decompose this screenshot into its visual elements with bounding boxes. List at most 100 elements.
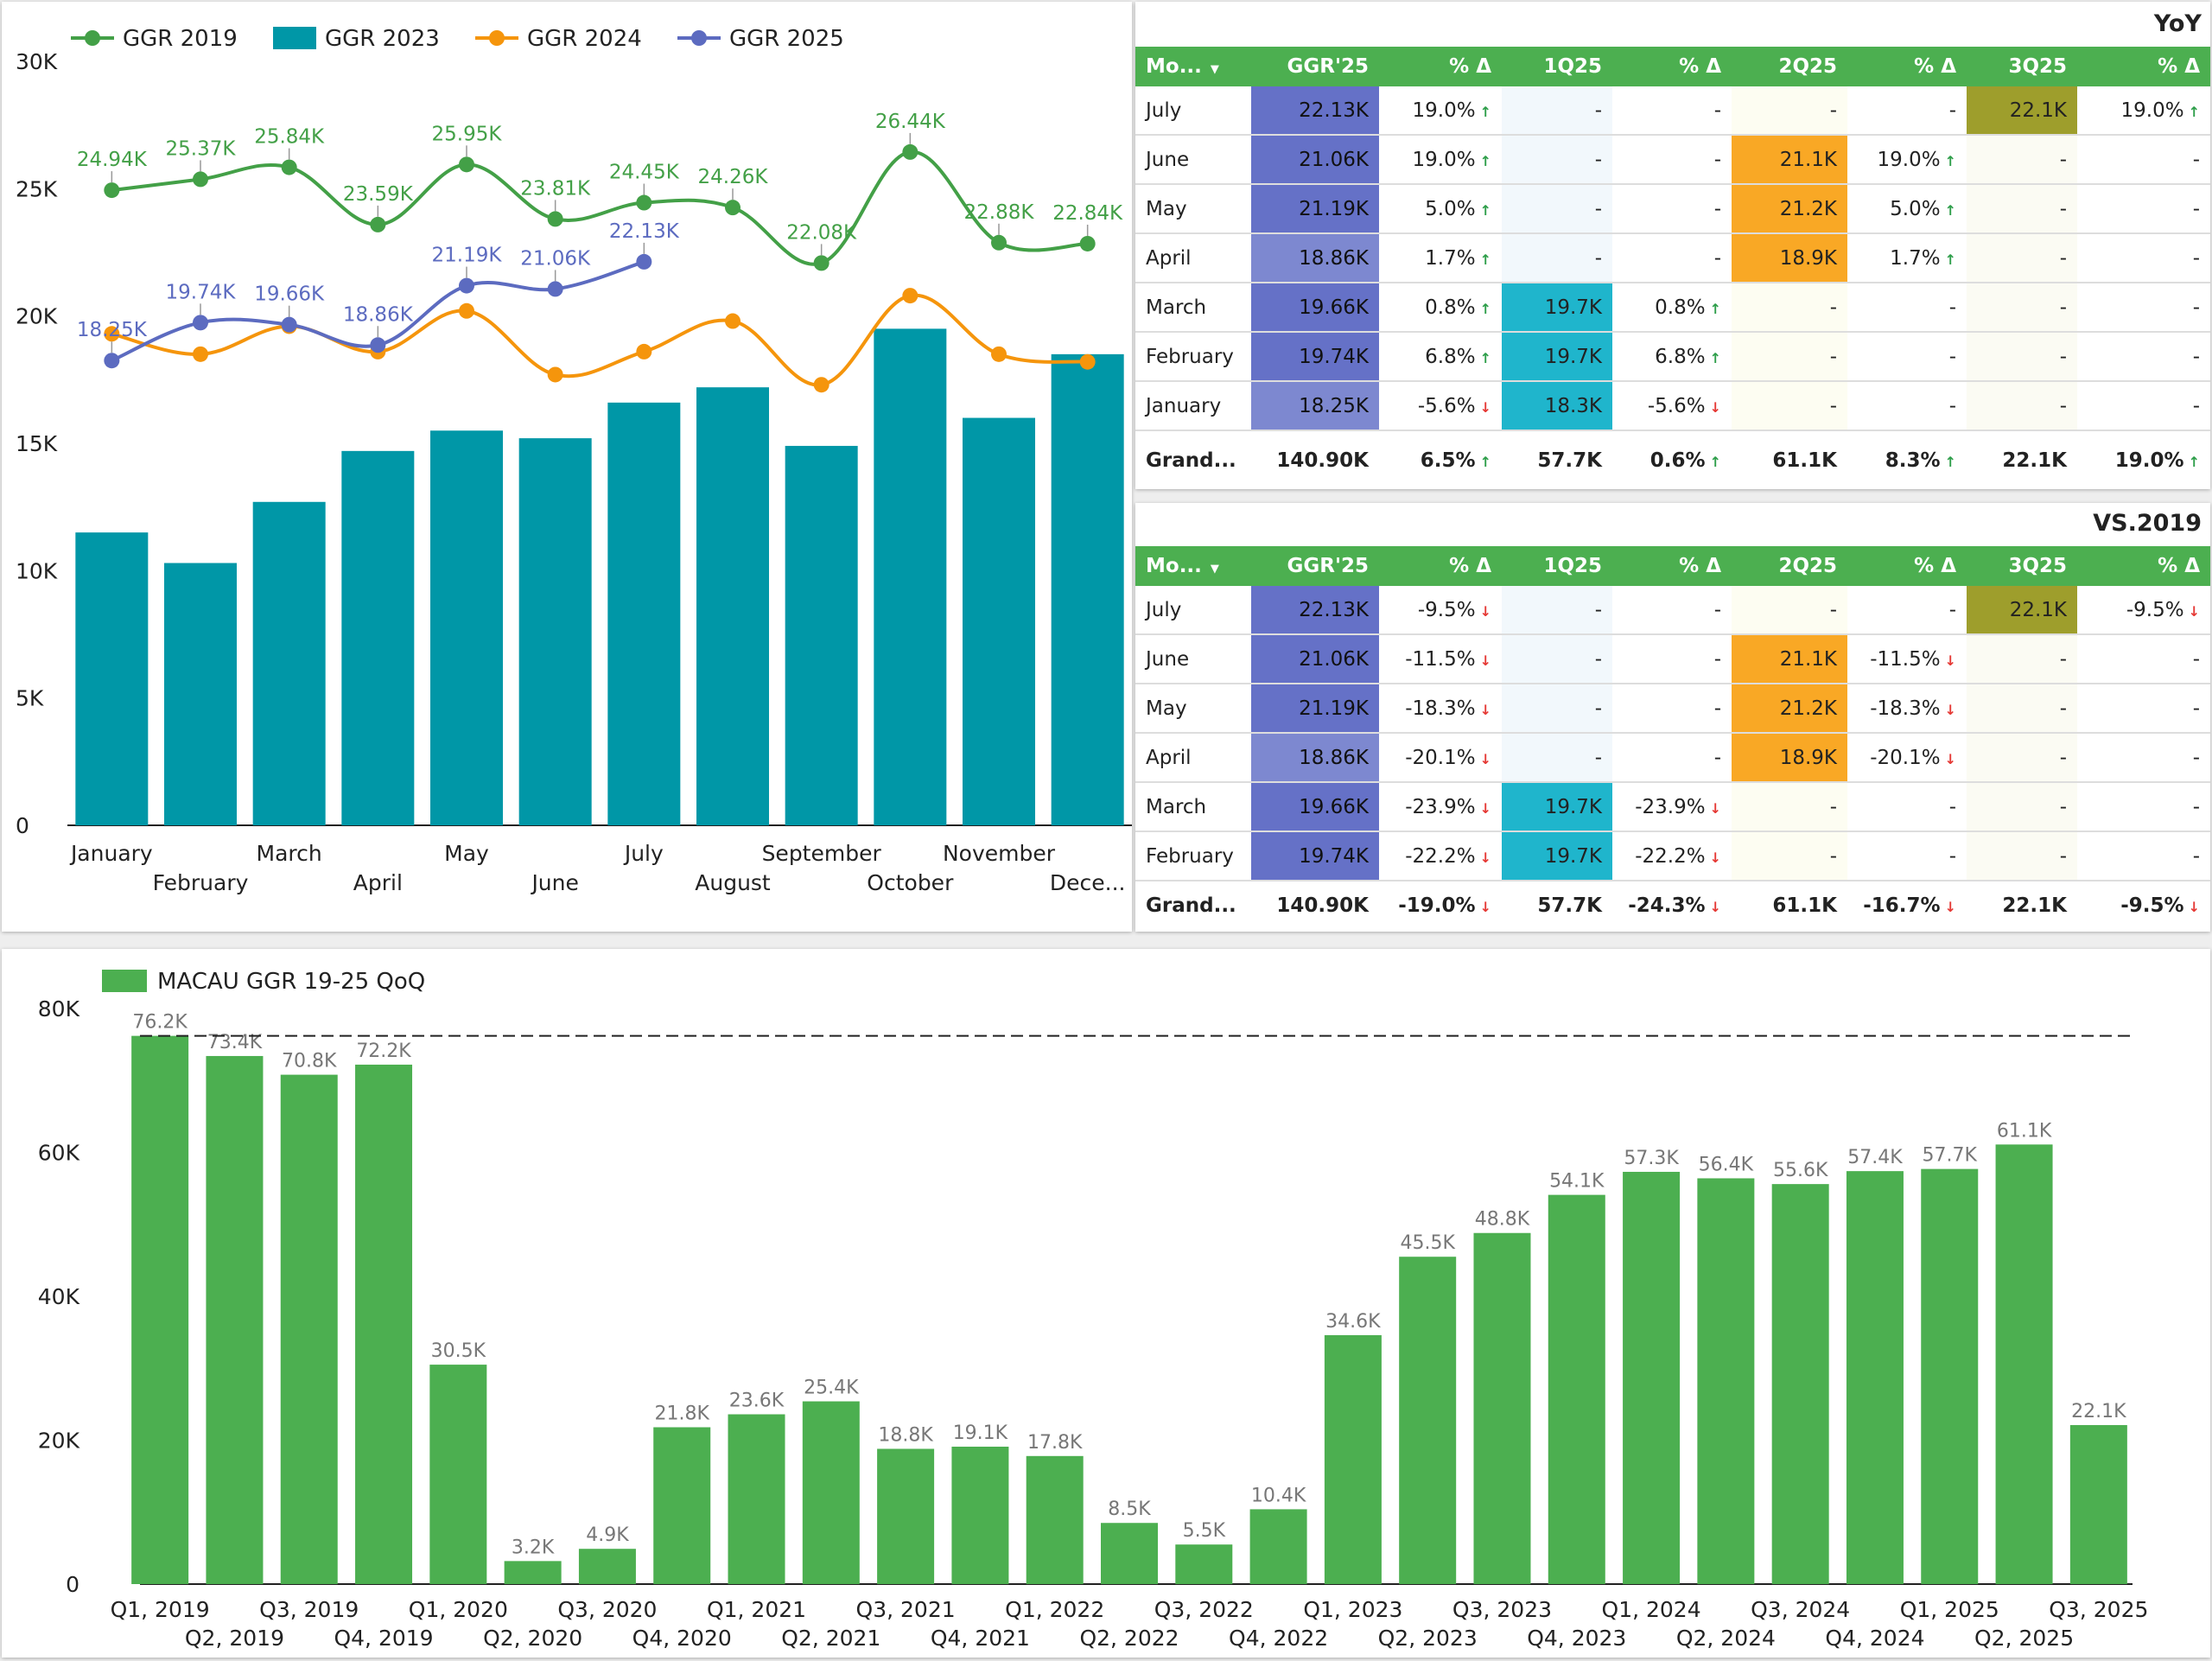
x-axis-category-label: Q4, 2022 bbox=[1229, 1626, 1328, 1651]
y-axis-tick-label: 30K bbox=[16, 49, 58, 74]
bar-quarterly-ggr bbox=[1026, 1455, 1084, 1584]
yoy-col-header: % Δ bbox=[1612, 47, 1732, 86]
legend-swatch-dot bbox=[489, 30, 505, 46]
bar-quarterly-ggr bbox=[1175, 1544, 1233, 1584]
yoy-cell: - bbox=[2077, 233, 2210, 283]
point-ggr-2019 bbox=[547, 211, 563, 227]
vs2019-cell: Grand... bbox=[1146, 894, 1236, 917]
sort-chevron-icon[interactable]: ▼ bbox=[1210, 563, 1219, 576]
data-label-ggr-2025: 18.25K bbox=[77, 319, 148, 341]
arrow-up-icon: ↑ bbox=[1479, 454, 1491, 470]
vs2019-cell: - bbox=[2077, 782, 2210, 832]
vs2019-row: April 18.86K -20.1% ↓ - -18.9K -20.1% ↓ - - bbox=[1135, 733, 2210, 783]
x-axis-category-label: Q2, 2022 bbox=[1079, 1626, 1179, 1651]
vs2019-row: July 22.13K -9.5% ↓ - - - -22.1K -9.5% ↓ bbox=[1135, 586, 2210, 635]
x-axis-category-label: Q4, 2023 bbox=[1527, 1626, 1626, 1651]
yoy-col-header: % Δ bbox=[1379, 47, 1502, 86]
vs2019-cell: - bbox=[1612, 684, 1732, 734]
point-ggr-2025 bbox=[459, 277, 474, 294]
vs2019-col-header[interactable]: Mo... ▼ bbox=[1135, 546, 1251, 586]
yoy-cell: 22.13K bbox=[1251, 86, 1379, 136]
vs2019-cell: - bbox=[1967, 733, 2077, 783]
x-axis-category-label: Q1, 2021 bbox=[707, 1597, 806, 1622]
arrow-up-icon: ↑ bbox=[1709, 349, 1721, 366]
column-header-label: Mo... bbox=[1146, 55, 1202, 78]
yoy-col-header[interactable]: Mo... ▼ bbox=[1135, 47, 1251, 86]
arrow-up-icon: ↑ bbox=[1944, 454, 1956, 470]
arrow-up-icon: ↑ bbox=[1479, 152, 1491, 169]
bar-quarterly-ggr bbox=[1399, 1257, 1457, 1584]
arrow-up-icon: ↑ bbox=[1944, 251, 1956, 268]
vs2019-cell: 57.7K bbox=[1537, 894, 1602, 917]
yoy-cell: 19.0% ↑ bbox=[2114, 449, 2200, 472]
data-label-ggr-2019: 25.95K bbox=[432, 123, 503, 145]
yoy-cell: - bbox=[1502, 135, 1612, 185]
yoy-cell: 19.66K bbox=[1251, 283, 1379, 333]
yoy-cell: 1.7% ↑ bbox=[1379, 233, 1502, 283]
bar-data-label: 30.5K bbox=[431, 1340, 486, 1362]
vs2019-cell: May bbox=[1135, 684, 1251, 734]
sort-chevron-icon[interactable]: ▼ bbox=[1210, 63, 1219, 76]
point-ggr-2024 bbox=[1079, 353, 1096, 370]
bar-data-label: 8.5K bbox=[1108, 1499, 1151, 1520]
line-ggr-2019 bbox=[111, 150, 1088, 266]
bar-quarterly-ggr bbox=[1995, 1144, 2053, 1584]
bar-data-label: 57.4K bbox=[1847, 1147, 1903, 1168]
data-label-ggr-2025: 21.19K bbox=[432, 245, 503, 267]
bar-quarterly-ggr bbox=[504, 1561, 562, 1584]
bar-quarterly-ggr bbox=[1921, 1168, 1979, 1584]
vs2019-col-header: 2Q25 bbox=[1732, 546, 1847, 586]
x-axis-category-label: Q3, 2020 bbox=[557, 1597, 657, 1622]
vs2019-cell: - bbox=[1612, 733, 1732, 783]
point-ggr-2024 bbox=[991, 346, 1007, 362]
vs2019-cell: 22.13K bbox=[1251, 586, 1379, 635]
yoy-cell: 0.6% ↑ bbox=[1649, 449, 1721, 472]
vs2019-cell: 21.19K bbox=[1251, 684, 1379, 734]
monthly-ggr-chart-panel: 0 5K 10K 15K 20K 25K 30K January February March Ap… bbox=[2, 2, 1132, 932]
vs2019-cell: -9.5% ↓ bbox=[2077, 586, 2210, 635]
vs2019-cell: 61.1K bbox=[1772, 894, 1837, 917]
data-label-ggr-2019: 25.84K bbox=[254, 126, 325, 149]
vs2019-cell: -23.9% ↓ bbox=[1379, 782, 1502, 832]
vs2019-cell: -22.2% ↓ bbox=[1612, 831, 1732, 881]
yoy-cell: 18.9K bbox=[1732, 233, 1847, 283]
yoy-cell: 5.0% ↑ bbox=[1847, 184, 1967, 234]
yoy-cell: - bbox=[1732, 283, 1847, 333]
vs2019-col-header: % Δ bbox=[1379, 546, 1502, 586]
bar-ggr-2023 bbox=[164, 563, 237, 825]
vs2019-cell: April bbox=[1135, 733, 1251, 783]
y-axis-tick-label: 10K bbox=[16, 558, 58, 583]
yoy-cell: - bbox=[1847, 86, 1967, 136]
point-ggr-2024 bbox=[193, 346, 208, 362]
x-axis-category-label: Q4, 2020 bbox=[632, 1626, 732, 1651]
yoy-total-row: Grand... 140.90K 6.5% ↑ 57.7K 0.6% ↑ 61.1K 8.3% ↑… bbox=[1135, 430, 2210, 490]
bar-data-label: 54.1K bbox=[1549, 1171, 1605, 1193]
vs2019-cell: 21.06K bbox=[1251, 634, 1379, 684]
x-axis-category-label: September bbox=[762, 841, 882, 866]
bar-quarterly-ggr bbox=[1249, 1509, 1307, 1584]
bar-ggr-2023 bbox=[874, 328, 947, 825]
point-ggr-2024 bbox=[104, 326, 120, 342]
x-axis-category-label: Q2, 2020 bbox=[483, 1626, 582, 1651]
bar-data-label: 34.6K bbox=[1325, 1311, 1381, 1333]
yoy-cell: - bbox=[1612, 184, 1732, 234]
vs2019-col-header: % Δ bbox=[2077, 546, 2210, 586]
arrow-down-icon: ↓ bbox=[1709, 799, 1721, 817]
bar-data-label: 72.2K bbox=[356, 1041, 411, 1062]
bar-quarterly-ggr bbox=[1548, 1194, 1605, 1584]
yoy-cell: - bbox=[1612, 86, 1732, 136]
yoy-row: February 19.74K 6.8% ↑ 19.7K 6.8% ↑ - - - - bbox=[1135, 332, 2210, 382]
bar-quarterly-ggr bbox=[1697, 1178, 1755, 1584]
arrow-up-icon: ↑ bbox=[1944, 201, 1956, 219]
yoy-cell: 19.74K bbox=[1251, 332, 1379, 382]
arrow-up-icon: ↑ bbox=[2188, 103, 2200, 120]
yoy-cell: 18.25K bbox=[1251, 381, 1379, 431]
x-axis-category-label: February bbox=[153, 870, 249, 895]
bar-ggr-2023 bbox=[696, 387, 769, 825]
yoy-cell: Grand... bbox=[1146, 449, 1236, 472]
bar-quarterly-ggr bbox=[877, 1448, 935, 1584]
point-ggr-2019 bbox=[813, 255, 830, 271]
vs2019-cell: March bbox=[1135, 782, 1251, 832]
